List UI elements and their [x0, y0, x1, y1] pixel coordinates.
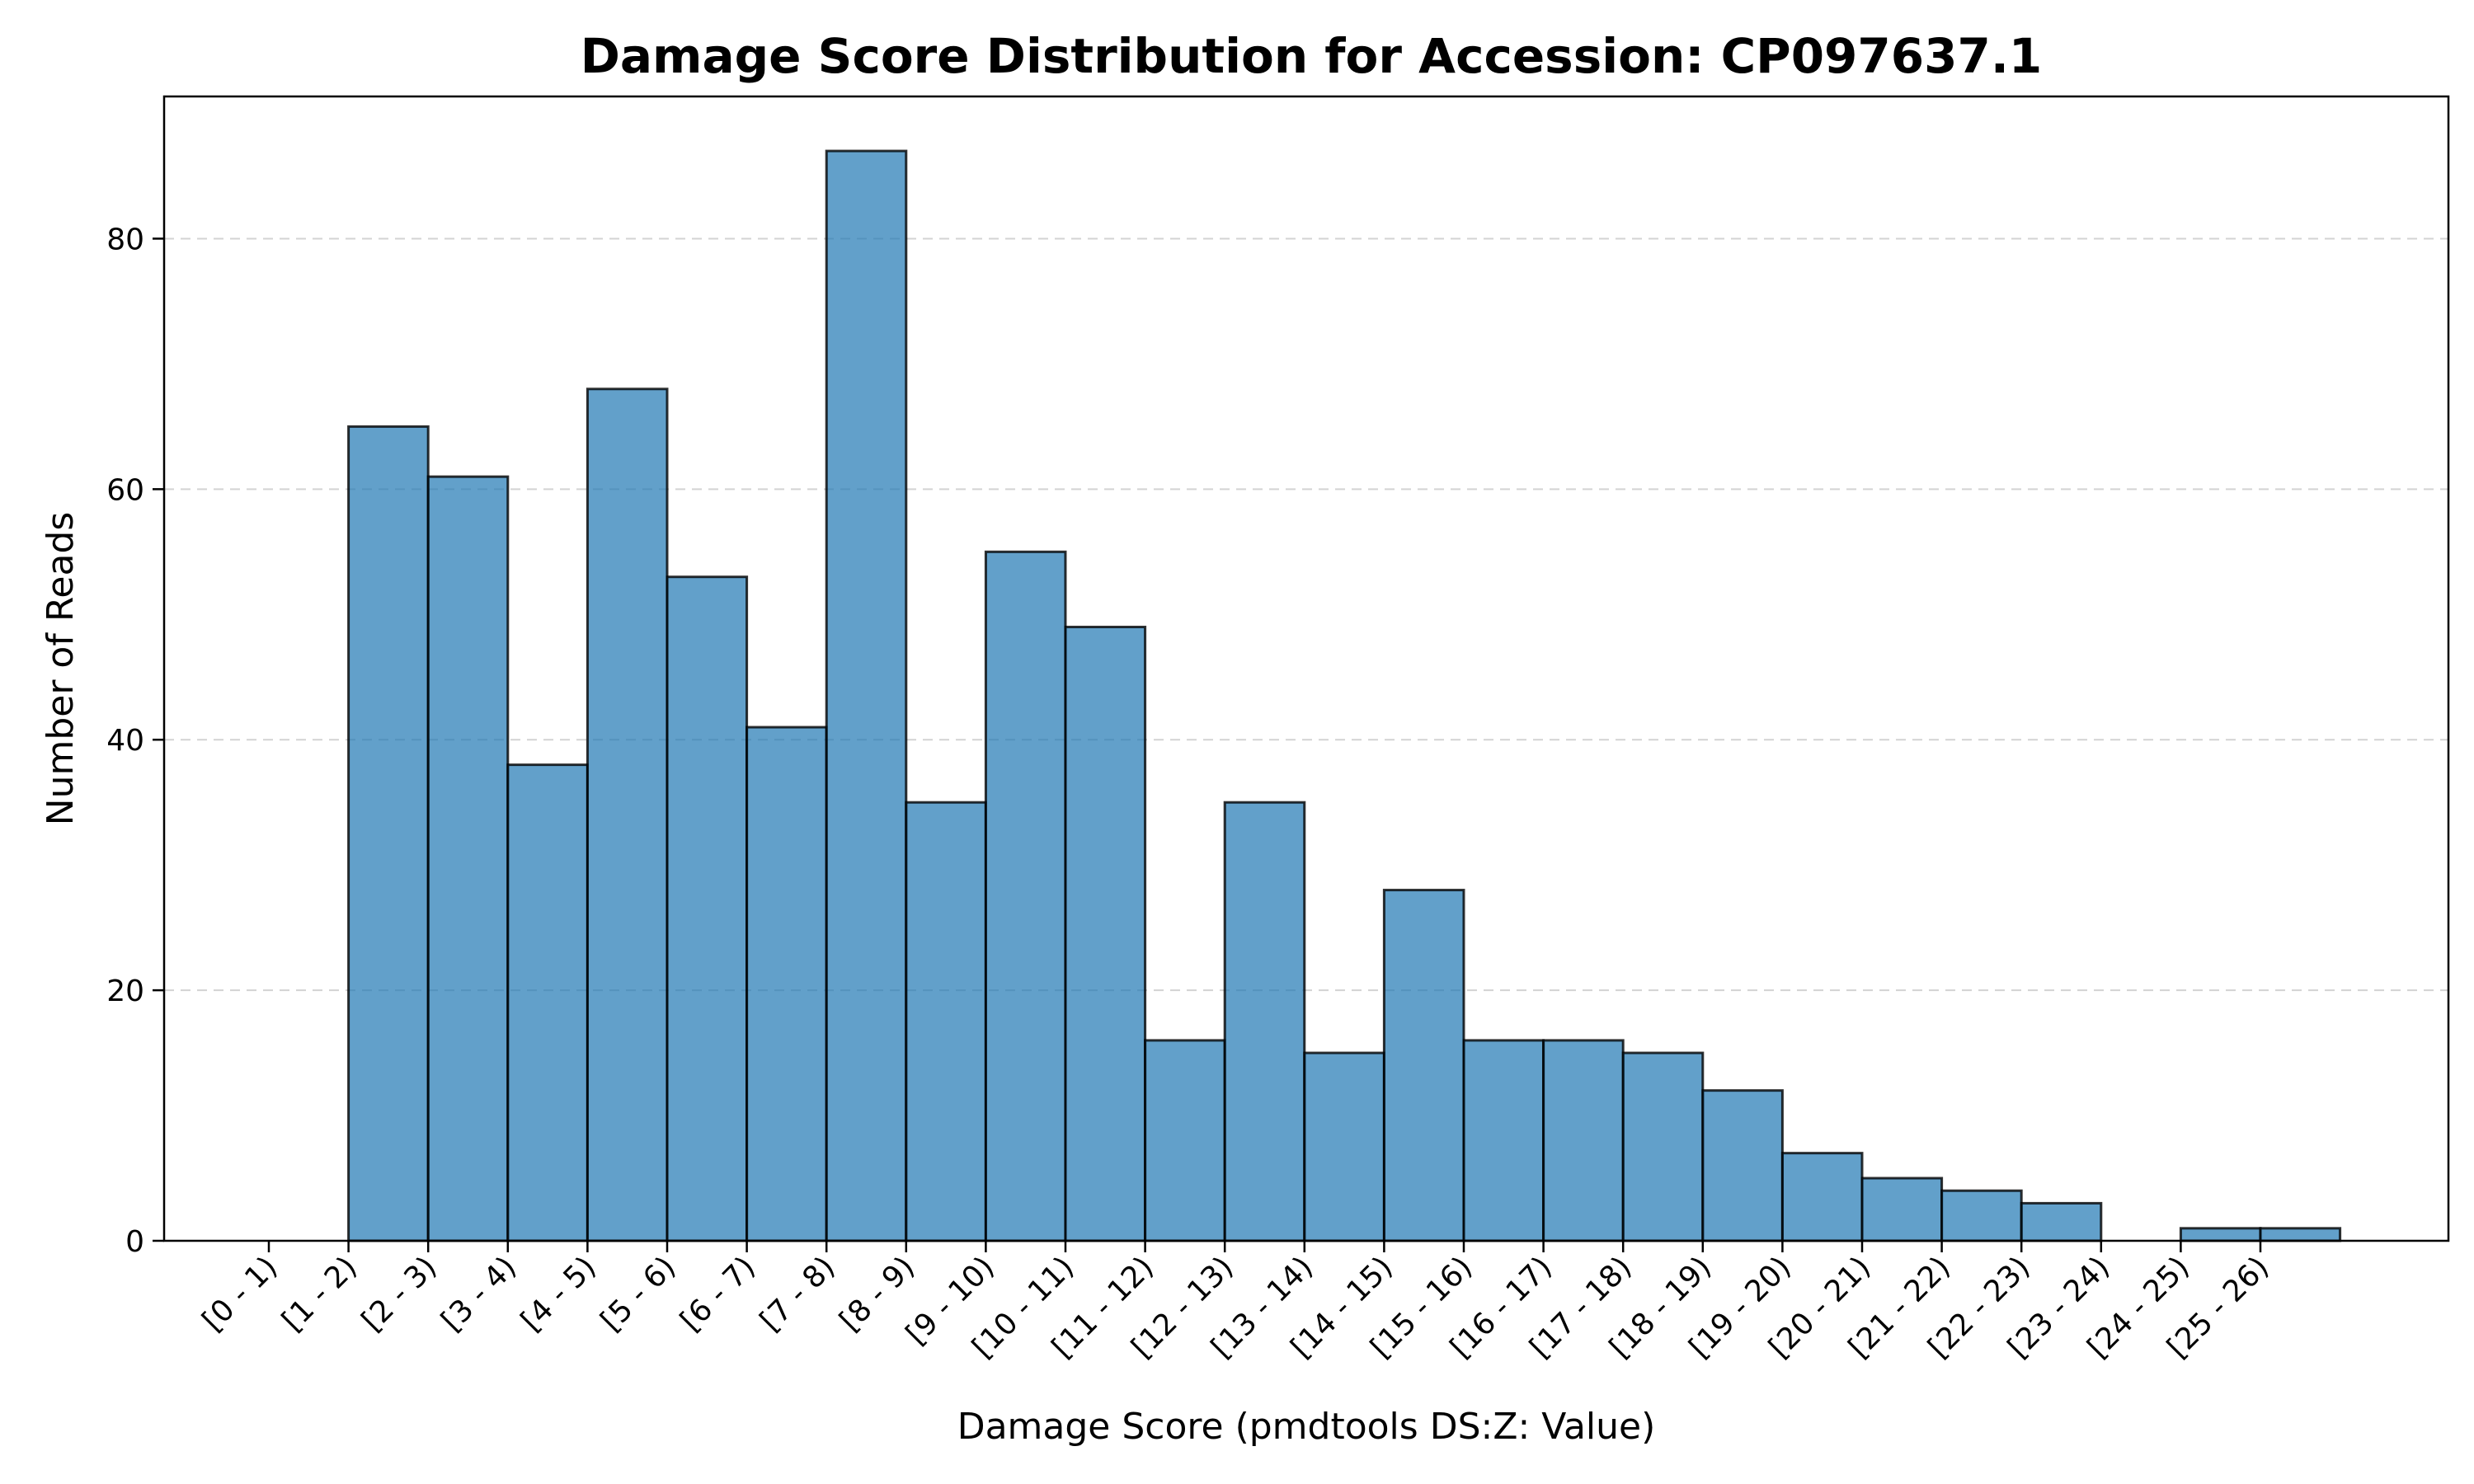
bar	[2179, 1227, 2262, 1242]
x-tick-label: [7 - 8)	[754, 1250, 842, 1338]
bar	[347, 425, 430, 1242]
bar	[1860, 1176, 1944, 1242]
bars	[347, 149, 2342, 1242]
bar	[2259, 1227, 2342, 1242]
x-tick-label: [4 - 5)	[515, 1250, 603, 1338]
x-tick-label: [2 - 3)	[355, 1250, 444, 1338]
bar	[1621, 1051, 1705, 1242]
bar	[506, 763, 589, 1242]
bar	[1780, 1152, 1864, 1242]
x-axis-ticks: [0 - 1)[1 - 2)[2 - 3)[3 - 4)[4 - 5)[5 - …	[196, 1241, 2275, 1364]
y-tick-label: 20	[106, 974, 144, 1008]
x-tick-label: [1 - 2)	[275, 1250, 364, 1338]
bar	[1144, 1039, 1226, 1242]
bar	[666, 575, 749, 1242]
x-tick-label: [6 - 7)	[674, 1250, 762, 1338]
y-axis-label: Number of Reads	[40, 512, 82, 826]
bar	[1303, 1051, 1385, 1242]
bar	[1940, 1189, 2023, 1242]
bar	[905, 801, 987, 1242]
y-tick-label: 60	[106, 473, 144, 507]
bar	[586, 387, 669, 1242]
bar	[1542, 1039, 1625, 1242]
x-tick-label: [5 - 6)	[595, 1250, 683, 1338]
bar	[1382, 889, 1465, 1242]
bar	[745, 726, 828, 1242]
bar	[984, 550, 1067, 1242]
y-tick-label: 80	[106, 223, 144, 256]
y-tick-label: 0	[125, 1225, 144, 1259]
bar	[2020, 1201, 2103, 1242]
bar	[1462, 1039, 1545, 1242]
y-axis-ticks: 0 20 40 60 80	[106, 223, 164, 1259]
chart-title: Damage Score Distribution for Accession:…	[581, 28, 2042, 84]
y-tick-label: 40	[106, 724, 144, 758]
x-tick-label: [0 - 1)	[196, 1250, 285, 1338]
bar	[426, 475, 510, 1242]
x-axis-label: Damage Score (pmdtools DS:Z: Value)	[957, 1406, 1656, 1448]
plot-frame	[162, 95, 2450, 1242]
bar	[1701, 1089, 1784, 1242]
bar	[1223, 801, 1306, 1242]
x-tick-label: [3 - 4)	[435, 1250, 524, 1338]
bar	[1064, 625, 1147, 1242]
gridlines	[164, 237, 2448, 992]
bar	[825, 149, 908, 1242]
